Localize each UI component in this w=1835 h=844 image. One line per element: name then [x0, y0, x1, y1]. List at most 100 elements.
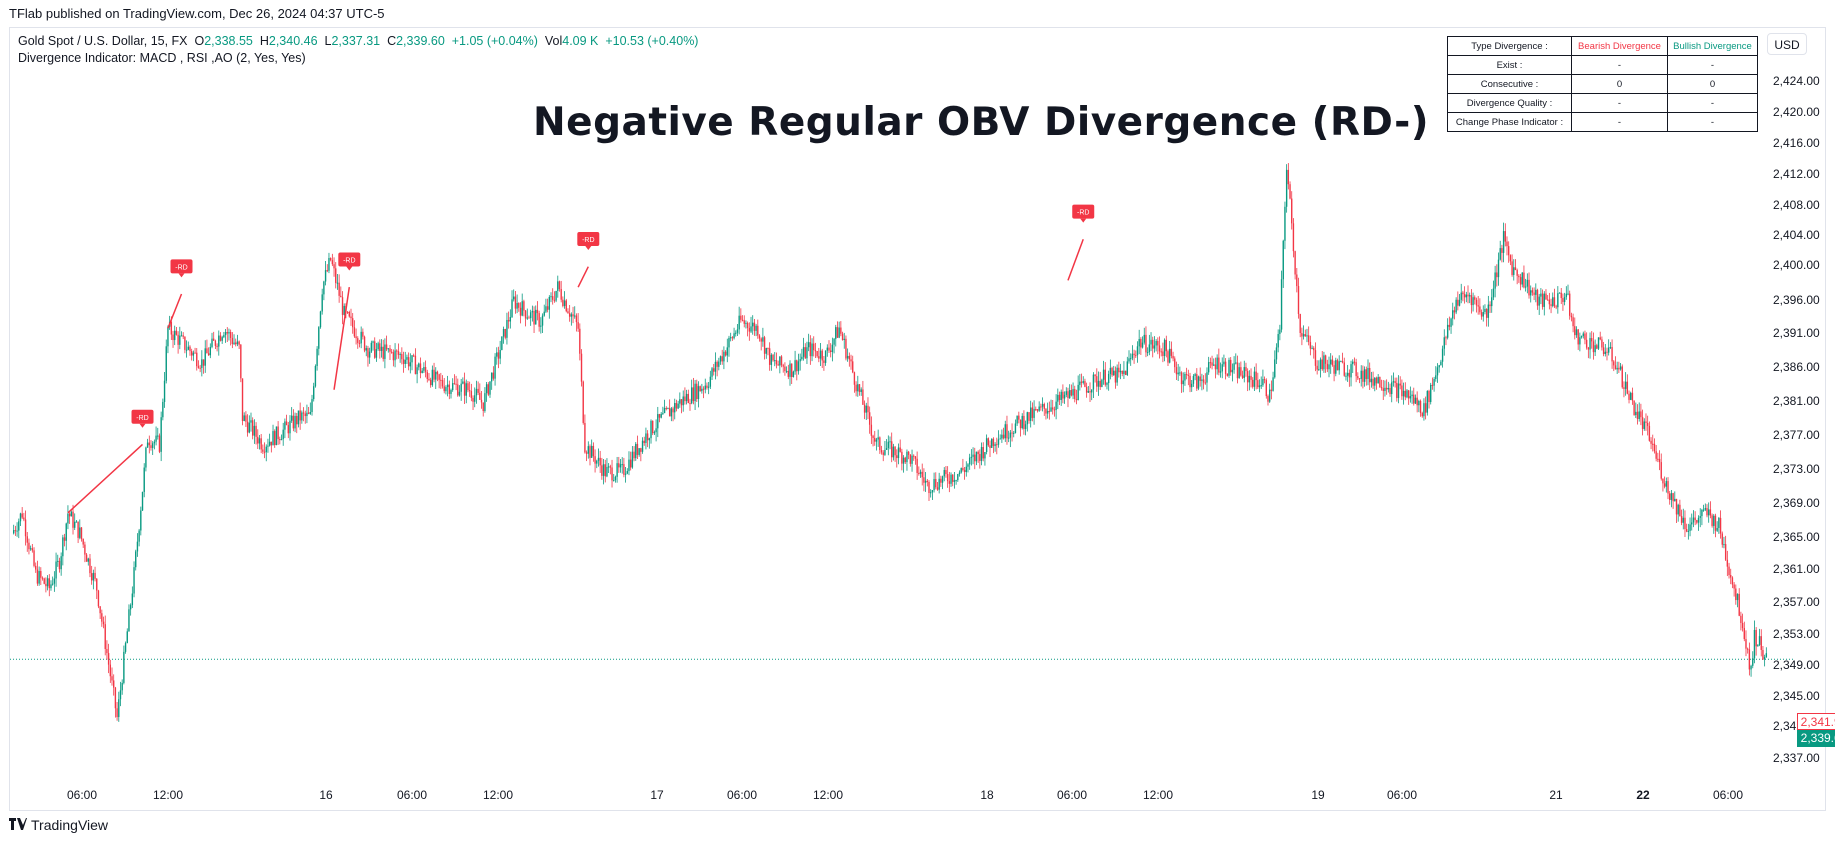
candle — [1333, 360, 1335, 382]
candle — [611, 459, 613, 488]
divergence-signal[interactable]: -RD — [333, 252, 361, 390]
candle — [560, 280, 562, 303]
candle — [962, 458, 964, 472]
candle — [933, 472, 935, 493]
candle — [165, 339, 167, 384]
candle — [174, 325, 176, 346]
candle — [1550, 298, 1552, 314]
candle — [1358, 378, 1361, 384]
candle — [1433, 376, 1435, 392]
candle — [782, 363, 784, 373]
tradingview-logo[interactable]: TradingView — [9, 817, 108, 833]
candle — [1236, 355, 1239, 384]
candle — [818, 347, 820, 363]
candle — [596, 459, 598, 469]
divergence-label: -RD — [582, 237, 594, 244]
candle — [51, 576, 54, 586]
candle — [253, 419, 256, 444]
candle — [562, 296, 564, 308]
candle — [1672, 492, 1674, 509]
candle — [799, 353, 801, 371]
candle — [1460, 283, 1462, 304]
candle — [1589, 332, 1591, 359]
candle — [63, 533, 66, 547]
candle — [1704, 503, 1707, 512]
candle — [323, 280, 325, 301]
candle — [1541, 289, 1544, 310]
divergence-signal[interactable]: -RD — [1067, 204, 1095, 281]
candle — [1057, 388, 1059, 410]
candle — [829, 343, 832, 358]
candle — [97, 589, 100, 609]
candle — [62, 534, 64, 566]
candle — [360, 326, 362, 349]
candle — [1513, 259, 1515, 281]
candle — [1284, 201, 1286, 250]
candle — [1641, 409, 1644, 436]
candle — [614, 475, 617, 483]
currency-button[interactable]: USD — [1767, 33, 1807, 55]
candle — [163, 371, 166, 408]
price-axis-label: 2,357.00 — [1773, 595, 1820, 609]
candle — [423, 362, 425, 374]
price-axis-label: 2,365.00 — [1773, 530, 1820, 544]
candle — [965, 461, 967, 477]
candle — [1696, 519, 1698, 525]
candle — [1189, 372, 1191, 393]
candle — [1075, 389, 1078, 405]
candle — [531, 305, 534, 322]
candle — [533, 306, 535, 334]
price-axis-label: 2,408.00 — [1773, 198, 1820, 212]
candle — [667, 407, 669, 410]
candle — [885, 439, 888, 450]
candle — [1667, 477, 1669, 500]
candle — [1426, 390, 1429, 416]
candle — [1014, 419, 1017, 434]
candle — [1479, 298, 1481, 315]
candle — [1572, 313, 1574, 333]
candle — [636, 435, 639, 460]
candle — [785, 366, 788, 374]
candle — [399, 352, 401, 363]
candle — [290, 407, 293, 423]
candle — [602, 458, 605, 485]
candle — [794, 350, 796, 375]
candle — [487, 382, 489, 397]
candle — [1424, 396, 1427, 420]
candle — [328, 252, 330, 274]
candle — [1240, 361, 1242, 377]
candle — [1307, 326, 1310, 346]
candle — [363, 335, 366, 353]
candle — [599, 450, 601, 473]
candle — [57, 554, 59, 567]
candle — [12, 524, 15, 535]
candle — [955, 479, 957, 485]
candle — [485, 382, 488, 402]
divergence-signal[interactable]: -RD — [167, 259, 193, 329]
candle — [706, 382, 708, 390]
symbol-name[interactable]: Gold Spot / U.S. Dollar, 15, FX — [18, 34, 188, 48]
candle — [1719, 510, 1722, 539]
candle — [1707, 502, 1710, 523]
candle — [353, 320, 356, 338]
candle — [779, 356, 781, 374]
candle — [858, 384, 861, 396]
candle — [1319, 357, 1322, 378]
candle — [1738, 588, 1740, 617]
divergence-label: -RD — [136, 415, 148, 422]
divergence-signal[interactable]: -RD — [577, 231, 600, 288]
candle — [1414, 394, 1417, 405]
volume-change: +10.53 (+0.40%) — [605, 34, 699, 48]
candle — [419, 357, 422, 379]
indicator-legend[interactable]: Divergence Indicator: MACD , RSI ,AO (2,… — [18, 51, 306, 65]
candle — [1684, 510, 1686, 537]
divergence-signal[interactable]: -RD — [67, 409, 154, 514]
candle — [1355, 358, 1357, 383]
time-axis-label: 06:00 — [1056, 788, 1088, 802]
candle — [1419, 399, 1422, 417]
candle — [36, 560, 39, 586]
candle — [111, 667, 113, 686]
candle — [385, 335, 388, 352]
candle — [1092, 372, 1095, 398]
